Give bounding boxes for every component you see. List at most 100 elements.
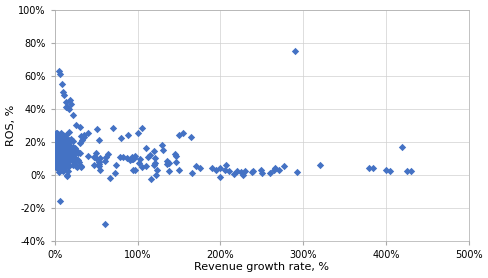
Point xyxy=(52,149,60,153)
Point xyxy=(53,154,61,158)
Point xyxy=(56,150,64,154)
Point xyxy=(101,222,108,226)
Point xyxy=(93,127,101,131)
Point xyxy=(102,155,110,159)
Point xyxy=(104,152,112,157)
Point xyxy=(55,137,62,141)
Point xyxy=(60,137,68,142)
Point xyxy=(59,142,67,147)
Point xyxy=(63,141,71,146)
Point xyxy=(58,152,66,156)
Point xyxy=(55,142,63,146)
Point xyxy=(61,152,69,157)
Point xyxy=(152,161,160,166)
Point xyxy=(129,168,137,172)
Point xyxy=(52,145,60,150)
Point xyxy=(61,100,69,104)
Point xyxy=(172,159,180,164)
Point xyxy=(150,149,158,153)
Point xyxy=(55,147,62,151)
Point xyxy=(75,160,82,165)
Point xyxy=(77,134,84,139)
Point xyxy=(55,141,62,145)
Point xyxy=(52,145,60,150)
Point xyxy=(52,147,60,152)
Point xyxy=(179,131,187,136)
Point xyxy=(116,155,123,159)
Point xyxy=(57,145,65,150)
Point xyxy=(151,156,159,160)
Point xyxy=(53,160,61,165)
Point xyxy=(78,138,85,142)
Point xyxy=(62,133,70,137)
Point xyxy=(67,155,75,159)
Point xyxy=(258,171,265,175)
Point xyxy=(60,159,67,164)
Point xyxy=(68,155,76,160)
Point xyxy=(53,166,61,170)
Point xyxy=(67,156,75,160)
Point xyxy=(62,140,70,145)
Point xyxy=(62,146,70,150)
Point xyxy=(76,151,83,155)
Point xyxy=(62,146,70,150)
Point xyxy=(165,168,173,173)
Point xyxy=(55,142,63,147)
Point xyxy=(66,98,74,103)
Point xyxy=(67,148,75,153)
Point xyxy=(58,145,66,149)
Point xyxy=(84,131,92,136)
Point xyxy=(76,125,83,129)
Point xyxy=(58,134,65,138)
Point xyxy=(192,164,200,168)
Point xyxy=(61,151,68,155)
Point xyxy=(188,170,196,175)
Point xyxy=(65,130,73,135)
Point xyxy=(92,156,100,161)
Point xyxy=(138,126,145,131)
Point xyxy=(60,168,68,173)
Point xyxy=(68,150,76,154)
Point xyxy=(58,160,66,164)
Point xyxy=(77,164,85,168)
Point xyxy=(52,141,60,145)
Point xyxy=(60,161,67,165)
Point xyxy=(131,168,139,173)
Point xyxy=(59,90,67,94)
Point xyxy=(65,143,73,147)
Point xyxy=(57,158,65,163)
Point xyxy=(316,162,324,167)
Point xyxy=(56,162,63,166)
Point xyxy=(240,173,247,178)
X-axis label: Revenue growth rate, %: Revenue growth rate, % xyxy=(194,262,329,272)
Point xyxy=(57,163,64,168)
Point xyxy=(266,171,274,175)
Point xyxy=(399,144,407,149)
Point xyxy=(52,149,60,154)
Point xyxy=(130,155,138,160)
Point xyxy=(61,156,68,161)
Point xyxy=(67,151,75,156)
Point xyxy=(72,157,80,161)
Point xyxy=(53,152,61,157)
Point xyxy=(59,168,67,173)
Point xyxy=(61,157,69,161)
Point xyxy=(64,141,72,145)
Point xyxy=(69,145,77,149)
Point xyxy=(382,167,390,172)
Point xyxy=(64,157,72,162)
Point xyxy=(52,143,60,147)
Point xyxy=(68,157,76,161)
Point xyxy=(62,157,70,161)
Point xyxy=(52,131,60,135)
Point xyxy=(271,166,279,170)
Point xyxy=(53,149,61,153)
Point xyxy=(216,174,224,179)
Point xyxy=(55,147,63,151)
Point xyxy=(52,162,60,166)
Point xyxy=(58,149,66,153)
Point xyxy=(62,105,70,109)
Point xyxy=(57,145,64,149)
Point xyxy=(80,133,88,137)
Point xyxy=(60,157,68,161)
